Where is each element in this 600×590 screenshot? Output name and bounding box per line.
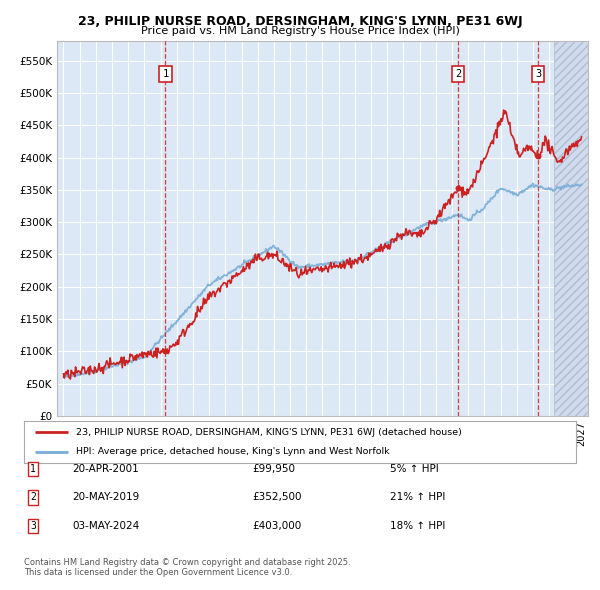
Text: 03-MAY-2024: 03-MAY-2024 [72, 521, 139, 530]
Text: 23, PHILIP NURSE ROAD, DERSINGHAM, KING'S LYNN, PE31 6WJ (detached house): 23, PHILIP NURSE ROAD, DERSINGHAM, KING'… [76, 428, 463, 437]
Text: £403,000: £403,000 [252, 521, 301, 530]
Text: 2: 2 [30, 493, 36, 502]
Point [454, 183, 463, 193]
Text: 1: 1 [30, 464, 36, 474]
Text: Contains HM Land Registry data © Crown copyright and database right 2025.
This d: Contains HM Land Registry data © Crown c… [24, 558, 350, 577]
Point [161, 347, 170, 356]
Text: 1: 1 [163, 68, 169, 78]
Text: 3: 3 [30, 521, 36, 530]
Text: £352,500: £352,500 [252, 493, 302, 502]
Text: 20-MAY-2019: 20-MAY-2019 [72, 493, 139, 502]
Text: 5% ↑ HPI: 5% ↑ HPI [390, 464, 439, 474]
Text: 23, PHILIP NURSE ROAD, DERSINGHAM, KING'S LYNN, PE31 6WJ: 23, PHILIP NURSE ROAD, DERSINGHAM, KING'… [77, 15, 523, 28]
Text: Price paid vs. HM Land Registry's House Price Index (HPI): Price paid vs. HM Land Registry's House … [140, 26, 460, 36]
Text: 3: 3 [535, 68, 541, 78]
Text: 21% ↑ HPI: 21% ↑ HPI [390, 493, 445, 502]
Text: £99,950: £99,950 [252, 464, 295, 474]
Text: 18% ↑ HPI: 18% ↑ HPI [390, 521, 445, 530]
Bar [554, 41, 588, 416]
Point [533, 151, 543, 160]
Text: HPI: Average price, detached house, King's Lynn and West Norfolk: HPI: Average price, detached house, King… [76, 447, 390, 456]
Text: 2: 2 [455, 68, 461, 78]
Text: 20-APR-2001: 20-APR-2001 [72, 464, 139, 474]
